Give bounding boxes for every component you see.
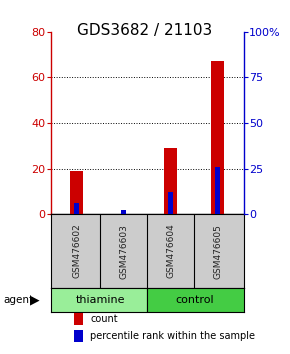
Text: GSM476604: GSM476604 (166, 224, 175, 279)
Bar (164, 148, 177, 214)
Text: GDS3682 / 21103: GDS3682 / 21103 (77, 23, 213, 38)
Bar (168, 192, 173, 214)
Text: count: count (90, 314, 118, 324)
Bar (51, 288, 147, 312)
Bar (74, 330, 83, 342)
Bar (215, 167, 220, 214)
Text: GSM476602: GSM476602 (72, 224, 81, 279)
Text: agent: agent (3, 295, 33, 305)
Text: GSM476605: GSM476605 (213, 224, 222, 279)
Text: percentile rank within the sample: percentile rank within the sample (90, 331, 255, 341)
Text: thiamine: thiamine (75, 295, 125, 305)
Bar (147, 288, 244, 312)
Text: control: control (175, 295, 213, 305)
Bar (70, 171, 83, 214)
Bar (211, 62, 224, 214)
Text: ▶: ▶ (30, 293, 40, 307)
Bar (121, 211, 126, 214)
Bar (74, 203, 79, 214)
Text: GSM476603: GSM476603 (119, 224, 128, 279)
Bar (74, 313, 83, 325)
